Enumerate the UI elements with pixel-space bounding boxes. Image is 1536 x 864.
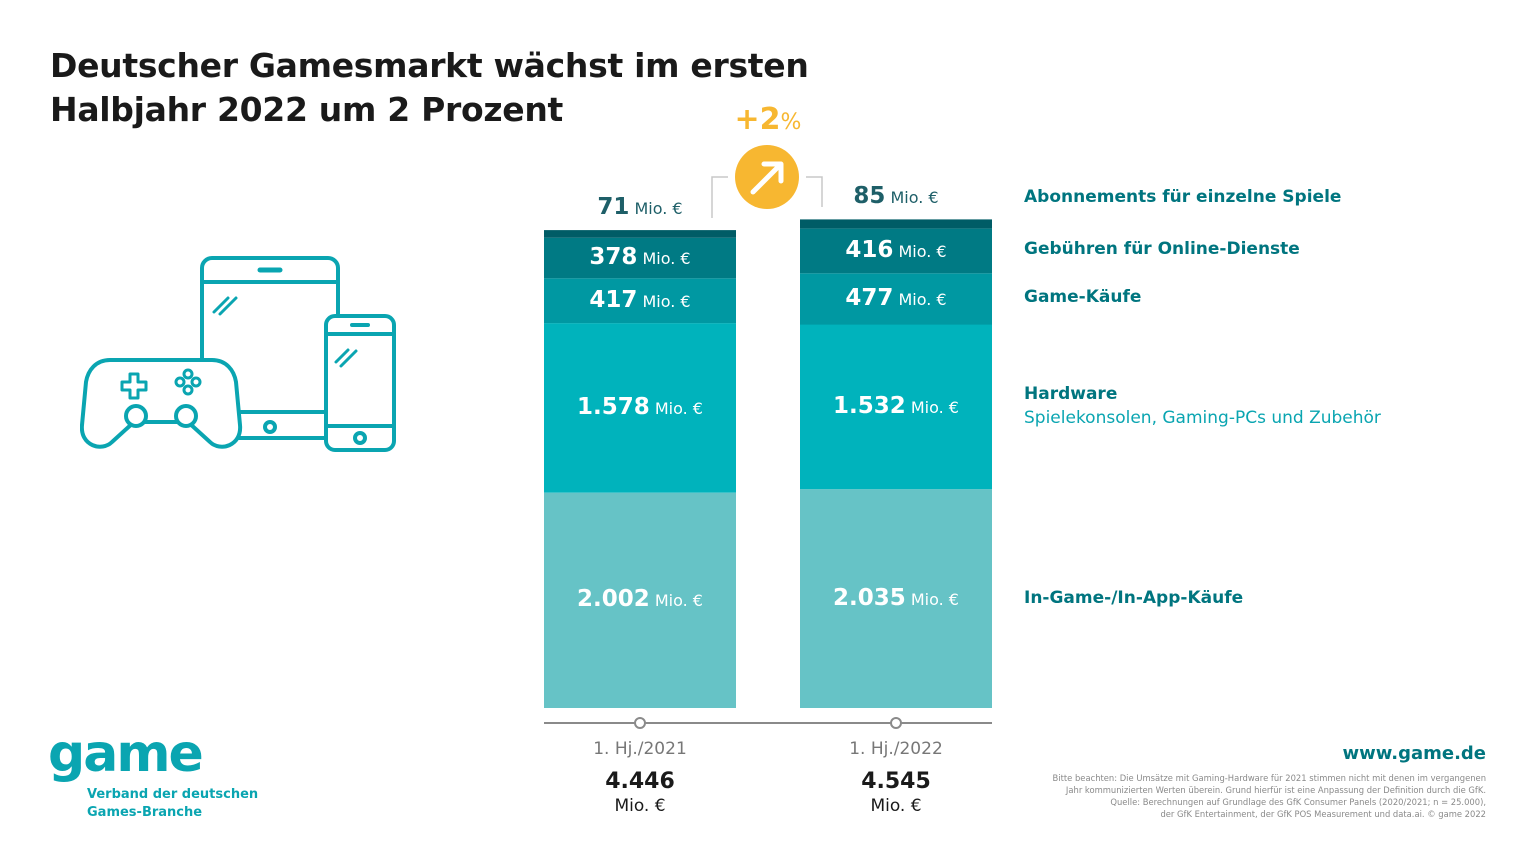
value-label-online-dienste-12022: 416 Mio. € bbox=[800, 236, 992, 266]
legend-in-game: In-Game-/In-App-Käufe bbox=[1024, 586, 1243, 610]
value-number: 85 bbox=[853, 183, 886, 210]
legend-game-kaeufe: Game-Käufe bbox=[1024, 285, 1141, 309]
value-number: 378 bbox=[589, 244, 638, 270]
axis-marker-2022 bbox=[890, 717, 902, 729]
bar-segment-hardware-12022 bbox=[800, 324, 992, 490]
value-number: 1.532 bbox=[833, 392, 906, 419]
value-label-hardware-12021: 1.578 Mio. € bbox=[544, 393, 736, 423]
note-line: der GfK Entertainment, der GfK POS Measu… bbox=[1160, 809, 1486, 819]
total-2022-unit: Mio. € bbox=[870, 796, 922, 816]
legend-hardware: Hardware Spielekonsolen, Gaming-PCs und Z… bbox=[1024, 382, 1381, 430]
value-label-game-kaeufe-12022: 477 Mio. € bbox=[800, 284, 992, 314]
smartphone-icon bbox=[324, 314, 396, 452]
axis-marker-2021 bbox=[634, 717, 646, 729]
total-2021: 4.446 Mio. € bbox=[544, 770, 736, 818]
gamepad-icon bbox=[80, 358, 243, 449]
bar-segment-hardware-12021 bbox=[544, 323, 736, 493]
value-label-in-game-12022: 2.035 Mio. € bbox=[800, 584, 992, 614]
value-unit: Mio. € bbox=[885, 188, 939, 208]
value-label-game-kaeufe-12021: 417 Mio. € bbox=[544, 286, 736, 316]
value-number: 2.035 bbox=[833, 584, 906, 611]
devices-illustration bbox=[80, 256, 396, 452]
value-label-abonnements-12021: 71 Mio. € bbox=[544, 193, 736, 223]
growth-bracket bbox=[711, 176, 823, 218]
website-link[interactable]: www.game.de bbox=[1342, 743, 1487, 764]
legend-online-dienste-label: Gebühren für Online-Dienste bbox=[1024, 239, 1300, 259]
value-unit: Mio. € bbox=[905, 397, 959, 417]
value-number: 2.002 bbox=[577, 586, 650, 613]
x-axis bbox=[544, 717, 992, 729]
growth-label: +2% bbox=[722, 102, 814, 137]
value-unit: Mio. € bbox=[629, 199, 683, 219]
legend-abonnements-label: Abonnements für einzelne Spiele bbox=[1024, 187, 1342, 207]
bar-segment-abonnements-12022 bbox=[800, 219, 992, 229]
title-line-1: Deutscher Gamesmarkt wächst im ersten bbox=[50, 46, 809, 85]
game-logo: game bbox=[48, 724, 204, 784]
value-unit: Mio. € bbox=[893, 289, 947, 309]
value-number: 416 bbox=[845, 236, 894, 263]
bar-segment-game-kaeufe-12021 bbox=[544, 278, 736, 324]
title-line-2: Halbjahr 2022 um 2 Prozent bbox=[50, 90, 563, 129]
value-unit: Mio. € bbox=[649, 399, 703, 418]
logo-subtitle-line-1: Verband der deutschen bbox=[87, 787, 259, 802]
period-label-2022: 1. Hj./2022 bbox=[849, 739, 943, 759]
growth-value: +2 bbox=[734, 102, 781, 137]
value-unit: Mio. € bbox=[637, 249, 691, 268]
page-title: Deutscher Gamesmarkt wächst im ersten Ha… bbox=[50, 44, 950, 132]
value-number: 417 bbox=[589, 286, 638, 313]
legend-in-game-label: In-Game-/In-App-Käufe bbox=[1024, 588, 1244, 608]
legend-hardware-label: Hardware bbox=[1024, 384, 1118, 404]
value-unit: Mio. € bbox=[893, 241, 947, 261]
legend-abonnements: Abonnements für einzelne Spiele bbox=[1024, 185, 1341, 209]
source-notes: Bitte beachten: Die Umsätze mit Gaming-H… bbox=[986, 772, 1486, 820]
legend-game-kaeufe-label: Game-Käufe bbox=[1024, 287, 1142, 307]
bar-segment-online-dienste-12021 bbox=[544, 237, 736, 279]
value-number: 1.578 bbox=[577, 394, 650, 420]
note-line: Quelle: Berechnungen auf Grundlage des G… bbox=[1110, 797, 1486, 807]
value-unit: Mio. € bbox=[905, 589, 959, 609]
total-2021-value: 4.446 bbox=[605, 769, 675, 794]
logo-subtitle-line-2: Games-Branche bbox=[87, 805, 203, 820]
arrow-up-right-icon bbox=[750, 161, 784, 195]
bar-segment-online-dienste-12022 bbox=[800, 228, 992, 274]
value-label-abonnements-12022: 85 Mio. € bbox=[800, 182, 992, 212]
value-unit: Mio. € bbox=[637, 291, 691, 311]
value-label-hardware-12022: 1.532 Mio. € bbox=[800, 392, 992, 422]
total-2022: 4.545 Mio. € bbox=[800, 770, 992, 818]
growth-badge bbox=[735, 145, 799, 209]
growth-unit: % bbox=[780, 110, 802, 135]
bar-segment-in-game-12022 bbox=[800, 489, 992, 708]
legend-online-dienste: Gebühren für Online-Dienste bbox=[1024, 237, 1300, 261]
total-2022-value: 4.545 bbox=[861, 769, 931, 794]
bar-segment-game-kaeufe-12022 bbox=[800, 273, 992, 325]
value-number: 71 bbox=[597, 194, 630, 221]
period-label-2021: 1. Hj./2021 bbox=[593, 739, 687, 759]
note-line: Bitte beachten: Die Umsätze mit Gaming-H… bbox=[1052, 773, 1486, 783]
legend-hardware-sub: Spielekonsolen, Gaming-PCs und Zubehör bbox=[1024, 408, 1381, 428]
value-label-in-game-12021: 2.002 Mio. € bbox=[544, 585, 736, 615]
value-number: 477 bbox=[845, 284, 894, 311]
bar-segment-in-game-12021 bbox=[544, 492, 736, 708]
value-unit: Mio. € bbox=[649, 591, 703, 611]
note-line: Jahr kommunizierten Werten überein. Grun… bbox=[1065, 785, 1486, 795]
total-2021-unit: Mio. € bbox=[614, 796, 666, 816]
bar-segment-abonnements-12021 bbox=[544, 230, 736, 238]
value-label-online-dienste-12021: 378 Mio. € bbox=[544, 243, 736, 273]
logo-subtitle: Verband der deutschen Games-Branche bbox=[87, 786, 258, 822]
